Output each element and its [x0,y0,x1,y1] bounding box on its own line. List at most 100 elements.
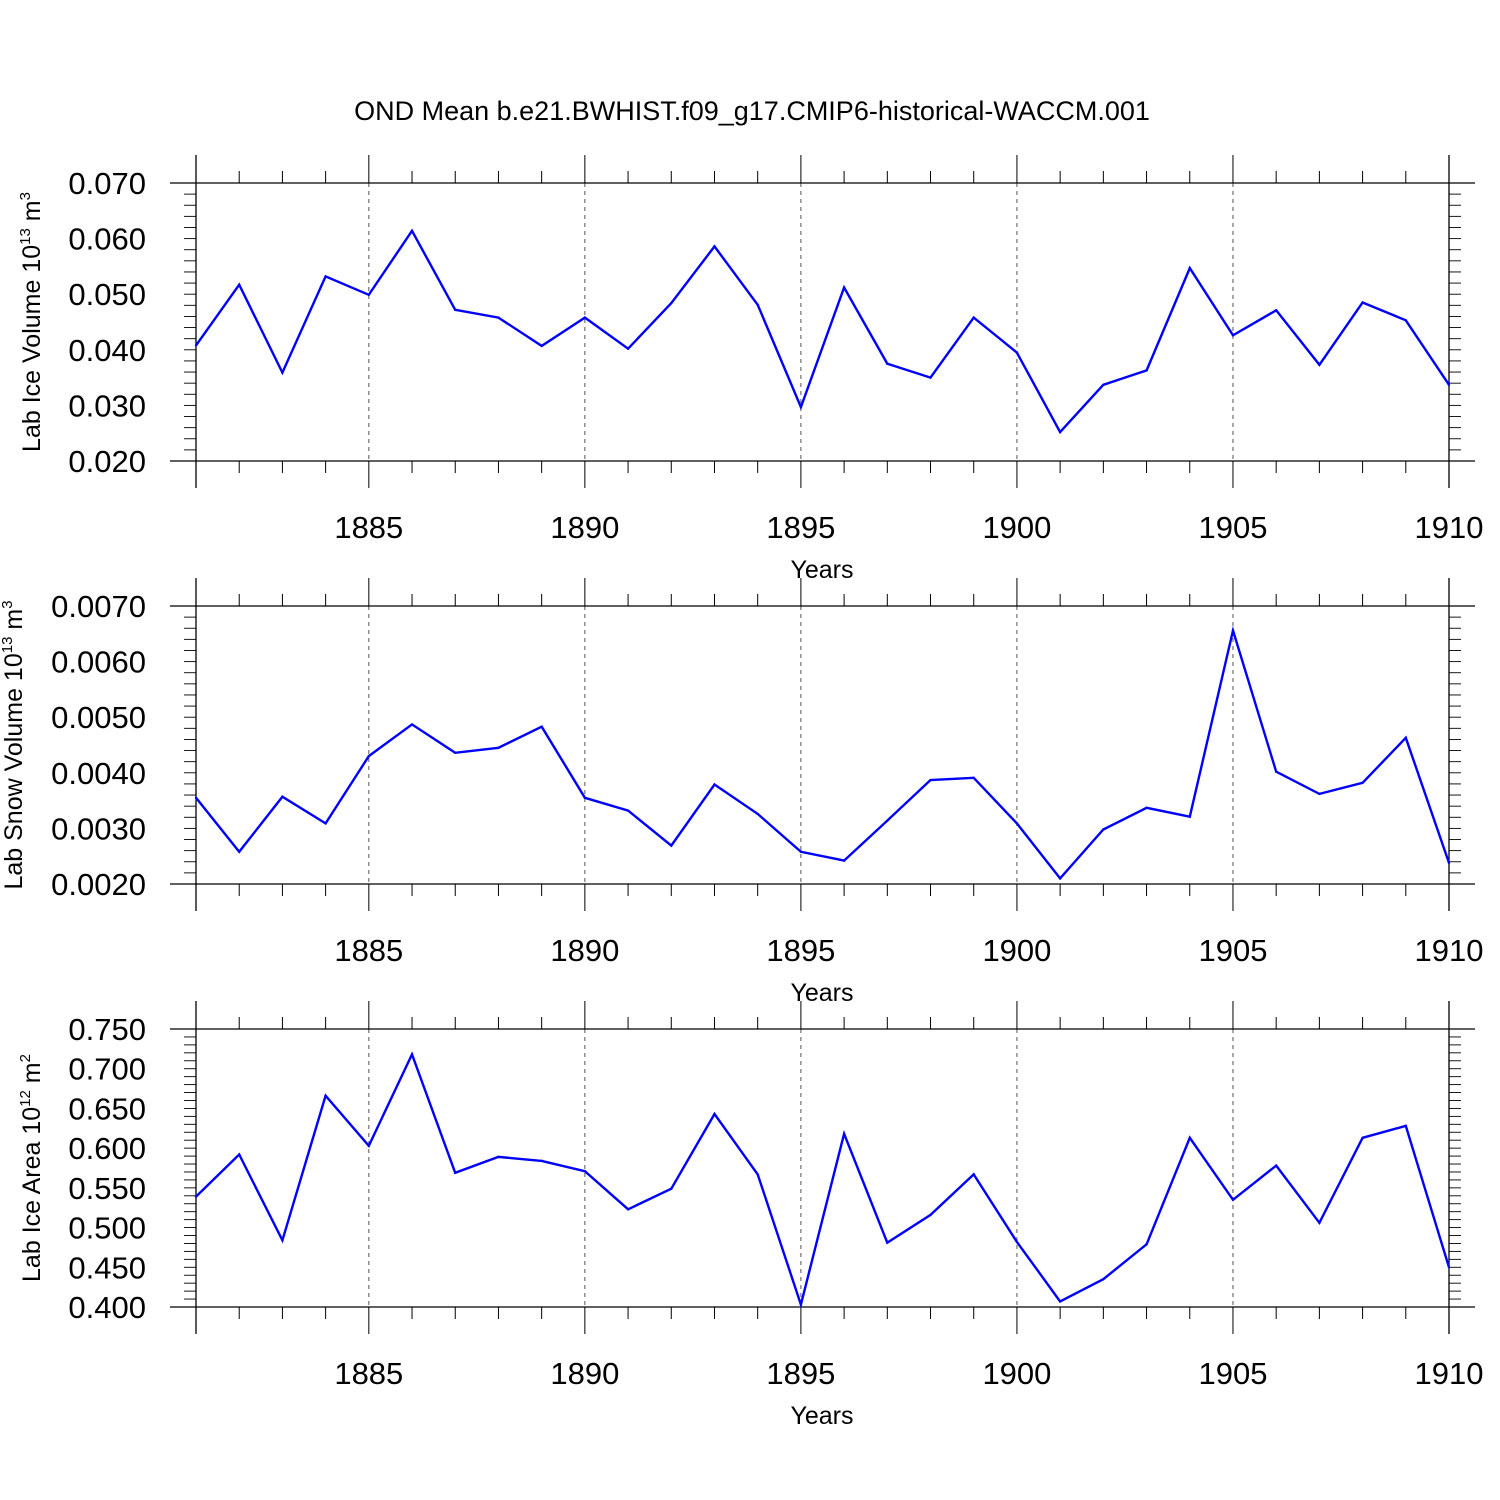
series-line [195,228,1450,435]
data-point [929,1213,932,1217]
data-point [799,405,803,409]
y-tick-label: 0.060 [68,222,146,257]
y-tick-label: 0.550 [68,1171,146,1206]
data-point [1145,1243,1148,1246]
x-tick-label: 1910 [1415,933,1484,968]
y-label-exponent: 13 [0,637,16,654]
panel-ice-volume: 0.020 0.030 0.040 0.050 0.060 0.070 1885 1890 18… [17,155,1483,584]
data-point [454,1171,457,1174]
data-point [972,316,975,319]
y-axis-label: Lab Snow Volume 1013 m3 [0,600,28,889]
x-tick-label: 1905 [1198,933,1267,968]
data-point [1274,309,1278,312]
data-point [886,362,889,365]
data-point [1318,792,1321,796]
data-point [713,245,716,248]
y-tick-label: 0.0060 [51,645,146,680]
series-line [195,625,1451,881]
data-point [756,1173,759,1176]
y-tick-label: 0.030 [68,388,146,423]
y-tick-label: 0.020 [68,444,146,479]
data-point [1361,781,1364,785]
data-point [842,859,846,862]
x-tick-label: 1885 [334,1356,403,1391]
data-point [1015,822,1019,825]
y-tick-label: 0.0040 [51,756,146,791]
data-point [281,1239,284,1242]
data-point [194,344,198,347]
data-point [670,1187,673,1190]
x-tick-label: 1900 [982,933,1051,968]
data-point [1447,861,1451,865]
data-point [1102,828,1105,831]
panel-ice-area: 0.400 0.450 0.500 0.550 0.600 0.650 0.700 0.750… [17,1001,1483,1430]
figure-title: OND Mean b.e21.BWHIST.f09_g17.CMIP6-hist… [354,96,1150,126]
data-point [194,796,198,800]
data-point [238,283,241,286]
data-point [1145,369,1148,372]
data-point [1188,266,1191,270]
y-label-unit: m [18,1062,46,1090]
data-point [626,809,630,812]
data-point [583,796,587,800]
y-label-unit: m [18,200,46,228]
y-axis-label: Lab Ice Volume 1013 m3 [17,192,46,452]
data-point [626,347,630,350]
data-point [1447,1266,1451,1269]
y-tick-label: 0.0030 [51,811,146,846]
data-point [497,316,500,319]
data-point [842,286,846,289]
data-point [1404,1124,1407,1128]
data-point [410,229,414,233]
data-point [194,1195,198,1198]
data-point [497,746,500,749]
data-point [410,723,414,726]
y-tick-label: 0.400 [68,1290,146,1325]
y-label-prefix: Lab Snow Volume 10 [0,653,28,889]
x-tick-label: 1900 [982,510,1051,545]
data-point [972,776,975,780]
y-tick-label: 0.040 [68,333,146,368]
x-axis-label: Years [790,1402,853,1430]
x-tick-label: 1885 [334,933,403,968]
data-point [1404,319,1407,322]
x-tick-label: 1900 [982,1356,1051,1391]
data-point [799,1303,803,1306]
x-tick-label: 1905 [1198,510,1267,545]
data-point [1318,1221,1321,1225]
data-point [540,725,543,728]
y-tick-label: 0.450 [68,1250,146,1285]
data-point [1188,815,1191,818]
series-line [195,1051,1451,1309]
x-tick-label: 1895 [766,933,835,968]
data-point [1058,430,1062,434]
y-tick-label: 0.0050 [51,700,146,735]
data-point [1274,1164,1278,1167]
data-point [454,308,457,311]
x-tick-label: 1895 [766,510,835,545]
y-tick-label: 0.070 [68,166,146,201]
data-point [972,1173,975,1176]
data-point [886,819,889,822]
y-label-prefix: Lab Ice Volume 10 [18,245,46,452]
data-point [281,371,284,374]
y-label-exponent: 13 [17,228,34,245]
data-point [1015,1240,1019,1244]
data-point [886,1241,889,1244]
data-point [842,1132,846,1136]
panel-snow-volume: 0.0020 0.0030 0.0040 0.0050 0.0060 0.0070 1885… [0,578,1483,1007]
data-point [238,850,241,853]
y-tick-label: 0.500 [68,1211,146,1246]
y-tick-label: 0.600 [68,1131,146,1166]
data-point [929,376,932,379]
data-point [929,778,932,782]
y-tick-label: 0.650 [68,1091,146,1126]
data-point [1145,806,1148,810]
data-point [713,783,716,786]
data-point [324,275,327,278]
data-point [410,1053,414,1056]
data-point [1404,736,1407,739]
data-point [367,1144,371,1147]
data-point [713,1112,716,1116]
